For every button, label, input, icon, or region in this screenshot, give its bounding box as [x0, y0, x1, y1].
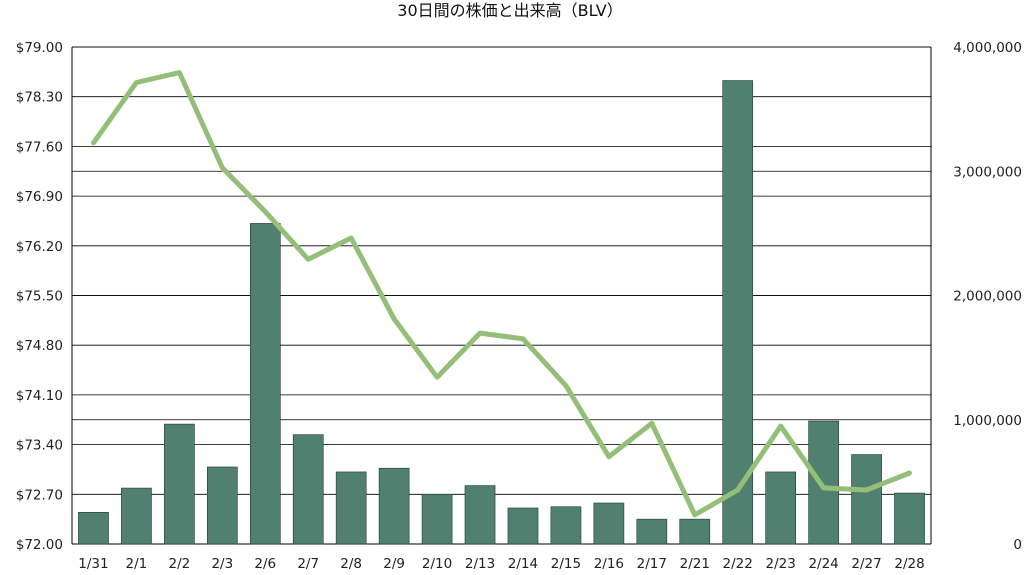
x-tick-label: 2/22	[723, 556, 753, 572]
volume-bar	[206, 466, 238, 545]
volume-bar	[851, 454, 882, 545]
x-tick-label: 2/10	[422, 556, 452, 572]
left-tick-label: $76.20	[16, 239, 63, 255]
x-tick-label: 2/14	[508, 556, 538, 572]
x-tick-label: 2/16	[594, 556, 624, 572]
volume-bars	[78, 80, 925, 545]
x-tick-label: 2/15	[551, 556, 581, 572]
left-tick-label: $79.00	[16, 40, 63, 56]
x-tick-label: 2/27	[851, 556, 881, 572]
volume-bar	[464, 485, 496, 545]
x-tick-label: 2/7	[297, 556, 319, 572]
x-tick-label: 2/1	[126, 556, 148, 572]
right-tick-label: 3,000,000	[953, 164, 1022, 180]
chart-title: 30日間の株価と出来高（BLV）	[397, 1, 622, 20]
volume-bar	[164, 423, 195, 545]
left-tick-label: $76.90	[16, 189, 63, 205]
volume-bar	[249, 223, 281, 545]
volume-bar	[121, 487, 152, 545]
x-tick-label: 2/17	[637, 556, 667, 572]
left-tick-label: $73.40	[16, 438, 63, 454]
x-tick-label: 2/6	[254, 556, 276, 572]
volume-bar	[78, 512, 109, 545]
right-tick-label: 0	[1013, 537, 1022, 553]
left-tick-label: $72.70	[16, 487, 63, 503]
right-tick-label: 4,000,000	[953, 40, 1022, 56]
volume-bar	[894, 492, 925, 545]
price-line-path	[91, 70, 912, 518]
volume-bar	[292, 434, 324, 545]
price-line	[91, 70, 912, 518]
volume-bar	[378, 467, 410, 545]
left-tick-label: $72.00	[16, 537, 63, 553]
right-axis-ticks: 0 1,000,000 2,000,000 3,000,000 4,000,000	[953, 40, 1022, 553]
x-tick-label: 2/23	[766, 556, 796, 572]
volume-bar	[722, 80, 754, 545]
volume-bar	[421, 493, 453, 545]
x-tick-label: 2/21	[680, 556, 710, 572]
volume-bar	[550, 506, 582, 545]
left-tick-label: $77.60	[16, 139, 63, 155]
left-tick-label: $78.30	[16, 90, 63, 106]
volume-bar	[593, 502, 625, 545]
volume-bar	[765, 471, 797, 545]
volume-bar	[636, 518, 668, 545]
x-tick-label: 2/24	[808, 556, 838, 572]
x-axis-ticks: 1/31 2/1 2/2 2/3 2/6 2/7 2/8 2/9 2/10 2/13 2/14 2/1…	[78, 556, 924, 572]
x-tick-label: 2/2	[169, 556, 191, 572]
left-axis-ticks: $72.00 $72.70 $73.40 $74.10 $74.80 $75.50 $76.…	[16, 40, 63, 553]
x-tick-label: 2/13	[465, 556, 495, 572]
x-tick-label: 2/3	[211, 556, 233, 572]
x-tick-label: 2/28	[894, 556, 924, 572]
volume-bar	[335, 471, 367, 545]
volume-bar	[507, 507, 539, 545]
right-tick-label: 2,000,000	[953, 289, 1022, 305]
volume-bar	[679, 518, 711, 545]
left-tick-label: $74.10	[16, 388, 63, 404]
x-tick-label: 2/8	[340, 556, 362, 572]
x-tick-label: 1/31	[78, 556, 108, 572]
left-tick-label: $74.80	[16, 338, 63, 354]
right-tick-label: 1,000,000	[953, 413, 1022, 429]
x-tick-label: 2/9	[383, 556, 405, 572]
left-tick-label: $75.50	[16, 289, 63, 305]
volume-bar	[808, 420, 839, 545]
